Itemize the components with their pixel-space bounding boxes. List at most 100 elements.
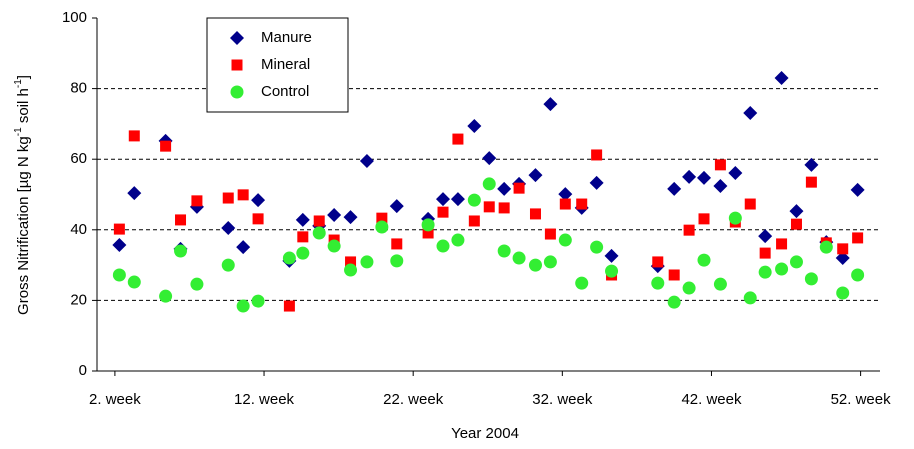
point	[482, 177, 496, 191]
point	[312, 226, 326, 240]
legend-label: Mineral	[261, 56, 310, 73]
point	[128, 130, 140, 142]
point	[758, 229, 773, 244]
point	[497, 181, 512, 196]
point	[512, 251, 526, 265]
point	[744, 198, 756, 210]
point	[743, 291, 757, 305]
point	[575, 276, 589, 290]
point	[758, 265, 772, 279]
point	[113, 223, 125, 235]
point	[468, 215, 480, 227]
point	[836, 286, 850, 300]
y-title-sup: -1	[13, 79, 24, 88]
point	[713, 277, 727, 291]
point	[191, 195, 203, 207]
point	[605, 264, 619, 278]
point	[528, 168, 543, 183]
point	[805, 176, 817, 188]
point	[437, 206, 449, 218]
y-title-sup: -1	[13, 127, 24, 136]
point	[789, 204, 804, 219]
point	[590, 240, 604, 254]
point	[251, 193, 266, 208]
point	[837, 243, 849, 255]
y-tick-label: 20	[70, 291, 87, 308]
point	[436, 239, 450, 253]
point	[743, 105, 758, 120]
point	[222, 192, 234, 204]
point	[775, 262, 789, 276]
point	[174, 244, 188, 258]
point	[236, 240, 251, 255]
legend-marker	[230, 85, 244, 99]
point	[851, 268, 865, 282]
point	[776, 238, 788, 250]
legend-box	[206, 17, 349, 113]
point	[698, 213, 710, 225]
point	[344, 263, 358, 277]
point	[667, 181, 682, 196]
y-tick-label: 0	[79, 362, 87, 379]
point	[359, 153, 374, 168]
point	[558, 233, 572, 247]
legend-label: Control	[261, 83, 309, 100]
point	[652, 256, 664, 268]
point	[604, 248, 619, 263]
point	[252, 213, 264, 225]
point	[327, 207, 342, 222]
point	[819, 240, 833, 254]
point	[127, 186, 142, 201]
point	[589, 175, 604, 190]
point	[697, 253, 711, 267]
point	[835, 251, 850, 266]
point	[160, 140, 172, 152]
point	[360, 255, 374, 269]
point	[389, 199, 404, 214]
point	[543, 255, 557, 269]
point	[451, 233, 465, 247]
point	[391, 238, 403, 250]
y-title-part: Gross Nitrification [µg N kg	[15, 136, 32, 315]
point	[714, 159, 726, 171]
point	[390, 254, 404, 268]
point	[497, 244, 511, 258]
point	[543, 97, 558, 112]
point	[682, 169, 697, 184]
point	[327, 239, 341, 253]
point	[296, 246, 310, 260]
point	[221, 221, 236, 236]
point	[467, 119, 482, 134]
x-tick-label: 12. week	[234, 391, 295, 408]
point	[850, 182, 865, 197]
point	[682, 281, 696, 295]
point	[544, 228, 556, 240]
y-title-part: ]	[15, 75, 32, 79]
point	[683, 224, 695, 236]
point	[236, 299, 250, 313]
y-tick-label: 60	[70, 150, 87, 167]
legend-marker	[231, 59, 243, 71]
point	[591, 149, 603, 161]
y-axis-title: Gross Nitrification [µg N kg-1 soil h-1]	[13, 75, 32, 315]
x-tick-label: 32. week	[532, 391, 593, 408]
point	[313, 215, 325, 227]
point	[804, 272, 818, 286]
point	[713, 179, 728, 194]
point	[450, 192, 465, 207]
point	[221, 258, 235, 272]
point	[159, 289, 173, 303]
point	[375, 220, 389, 234]
point	[421, 218, 435, 232]
x-tick-label: 2. week	[89, 391, 141, 408]
point	[513, 182, 525, 194]
point	[345, 256, 357, 268]
point	[297, 231, 309, 243]
y-tick-label: 40	[70, 221, 87, 238]
point	[667, 295, 681, 309]
point	[697, 170, 712, 185]
point	[237, 189, 249, 201]
legend-label: Manure	[261, 29, 312, 46]
y-title-part: soil h	[15, 88, 32, 127]
